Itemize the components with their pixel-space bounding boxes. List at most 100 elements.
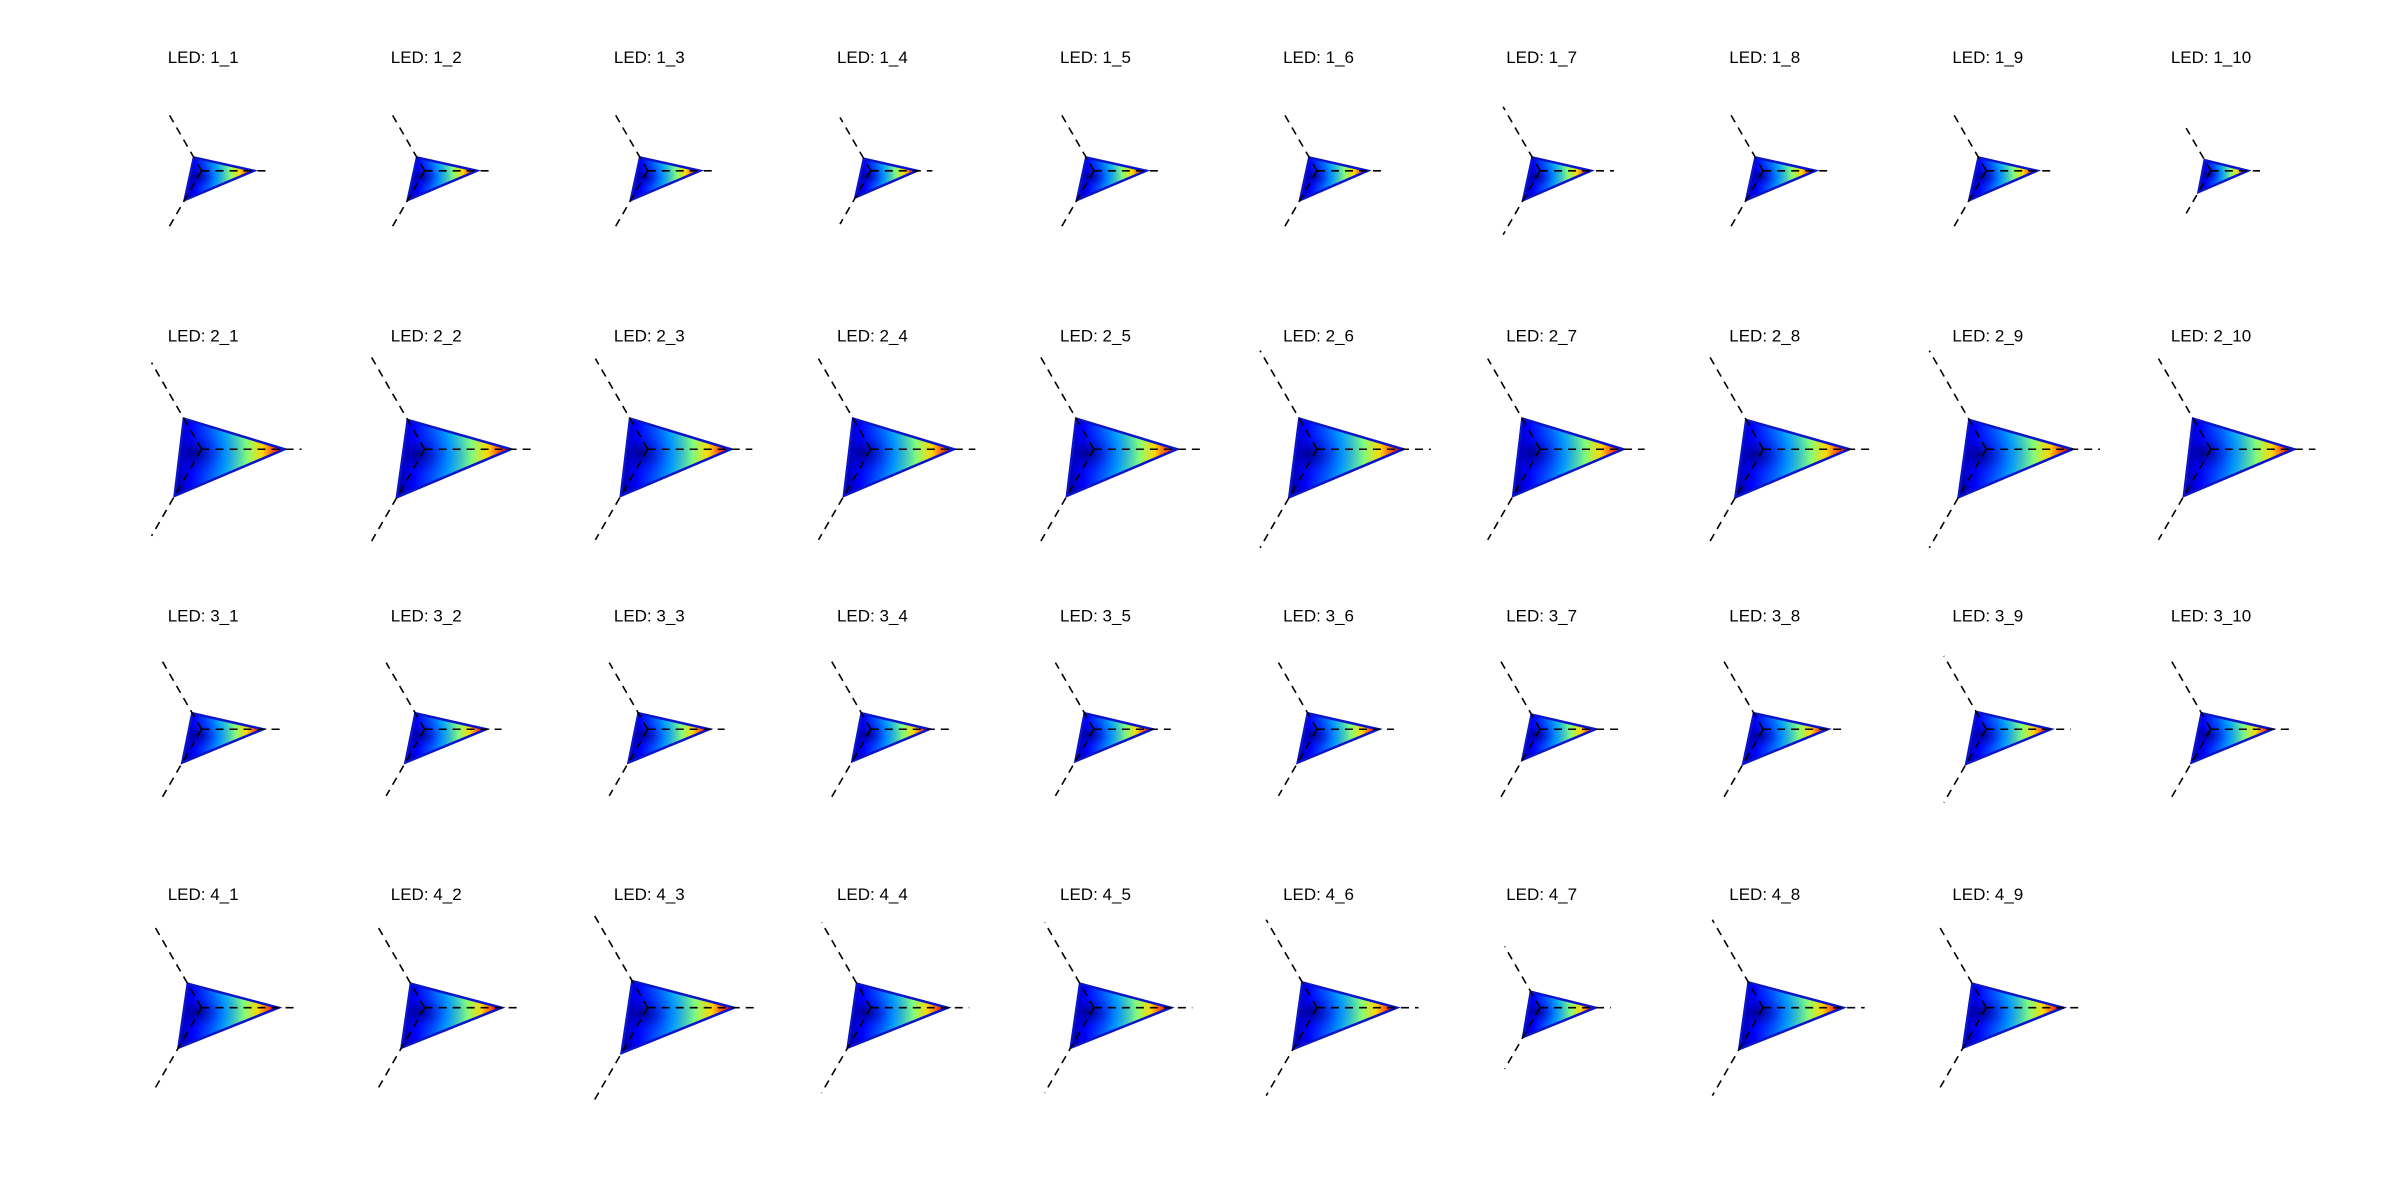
radar-panel: LED: 2_8	[1707, 326, 1874, 546]
radar-panel: LED: 1_7	[1502, 48, 1614, 236]
radar-panel: LED: 4_5	[1043, 885, 1193, 1094]
radar-axis	[1943, 728, 1987, 803]
radar-axis	[1727, 170, 1764, 232]
radar-panel: LED: 3_6	[1277, 606, 1394, 797]
radar-shade	[1967, 155, 2041, 203]
panel-title: LED: 3_2	[391, 606, 462, 625]
radar-axis	[1060, 170, 1095, 228]
radar-shade	[1521, 155, 1595, 203]
radar-panel: LED: 3_4	[828, 606, 954, 802]
radar-panel: LED: 1_10	[2171, 48, 2261, 214]
radar-axis	[2157, 358, 2212, 450]
panel-title: LED: 1_10	[2171, 48, 2251, 67]
radar-axis	[1727, 110, 1764, 172]
radar-axis	[1487, 448, 1541, 541]
radar-shade	[173, 416, 289, 498]
radar-axis	[166, 170, 203, 232]
radar-axis	[1953, 114, 1987, 172]
radar-shade	[1075, 155, 1151, 203]
radar-axis	[391, 170, 426, 228]
radar-axis	[154, 1007, 203, 1089]
panel-title: LED: 1_2	[391, 48, 462, 67]
panel-title: LED: 4_7	[1506, 885, 1577, 904]
radar-axis	[612, 170, 649, 232]
radar-shade	[850, 711, 934, 764]
radar-axis	[817, 448, 872, 541]
radar-axis	[154, 927, 203, 1009]
radar-panel: LED: 4_4	[820, 885, 970, 1094]
panel-title: LED: 1_7	[1506, 48, 1577, 67]
radar-shade	[1737, 980, 1848, 1051]
radar-axis	[376, 924, 426, 1009]
radar-axis	[1707, 448, 1764, 546]
panel-title: LED: 2_7	[1506, 326, 1577, 345]
radar-shade	[2189, 711, 2277, 765]
radar-panel: LED: 2_10	[2157, 326, 2316, 541]
radar-panel: LED: 3_9	[1943, 606, 2071, 803]
radar-axis	[1928, 448, 1987, 549]
radar-panel: LED: 1_3	[612, 48, 717, 232]
radar-axis	[1711, 919, 1764, 1009]
radar-axis	[839, 170, 872, 225]
panel-title: LED: 4_4	[837, 885, 908, 904]
radar-shade	[619, 979, 738, 1055]
radar-axis	[1283, 170, 1318, 228]
panel-title: LED: 2_3	[614, 326, 685, 345]
radar-axis	[1265, 1007, 1318, 1097]
radar-axis	[817, 358, 872, 450]
panel-title: LED: 1_8	[1729, 48, 1800, 67]
panel-title: LED: 1_6	[1283, 48, 1354, 67]
radar-shade	[842, 416, 958, 498]
radar-axis	[593, 914, 649, 1009]
panel-title: LED: 3_9	[1952, 606, 2023, 625]
radar-shade	[395, 418, 515, 500]
radar-axis	[1953, 170, 1987, 228]
panel-title: LED: 2_1	[168, 326, 239, 345]
radar-shade	[1521, 990, 1600, 1040]
radar-shade	[1961, 982, 2068, 1050]
radar-axis	[1503, 946, 1541, 1009]
panel-title: LED: 4_2	[391, 885, 462, 904]
panel-title: LED: 1_5	[1060, 48, 1131, 67]
radar-axis	[594, 358, 649, 450]
panel-title: LED: 1_1	[168, 48, 239, 67]
radar-panel: LED: 2_4	[817, 326, 976, 541]
radar-shade	[2196, 158, 2252, 195]
radar-axis	[1265, 919, 1318, 1009]
radar-shade	[1511, 416, 1627, 498]
radar-shade	[1964, 710, 2055, 766]
radar-shade	[1956, 418, 2077, 500]
radar-panel: LED: 1_2	[391, 48, 490, 228]
radar-axis	[376, 1007, 426, 1091]
radar-panel: LED: 1_8	[1727, 48, 1833, 232]
radar-shade	[1744, 155, 1820, 203]
radar-axis	[1503, 1007, 1541, 1070]
radar-shade	[846, 982, 952, 1050]
panel-title: LED: 1_9	[1952, 48, 2023, 67]
radar-axis	[1060, 114, 1095, 172]
radar-panel: LED: 2_3	[594, 326, 753, 541]
radar-panel: LED: 4_3	[593, 885, 756, 1102]
radar-shade	[1741, 711, 1832, 766]
panel-title: LED: 1_3	[614, 48, 685, 67]
radar-shade	[180, 711, 268, 765]
radar-axis	[1259, 350, 1318, 450]
radar-axis	[839, 117, 872, 172]
radar-shade	[1733, 418, 1854, 500]
panel-title: LED: 2_6	[1283, 326, 1354, 345]
radar-axis	[150, 362, 203, 450]
panel-title: LED: 4_5	[1060, 885, 1131, 904]
radar-panel: LED: 3_5	[1054, 606, 1171, 797]
radar-axis	[1502, 170, 1541, 236]
radar-axis	[1502, 106, 1541, 172]
radar-axis	[2185, 127, 2212, 172]
panel-title: LED: 2_5	[1060, 326, 1131, 345]
radar-panel: LED: 2_6	[1259, 326, 1431, 549]
panel-title: LED: 3_1	[168, 606, 239, 625]
radar-axis	[820, 1007, 872, 1094]
panel-title: LED: 4_3	[614, 885, 685, 904]
radar-axis	[368, 352, 426, 450]
panel-title: LED: 2_9	[1952, 326, 2023, 345]
panel-title: LED: 1_4	[837, 48, 908, 67]
